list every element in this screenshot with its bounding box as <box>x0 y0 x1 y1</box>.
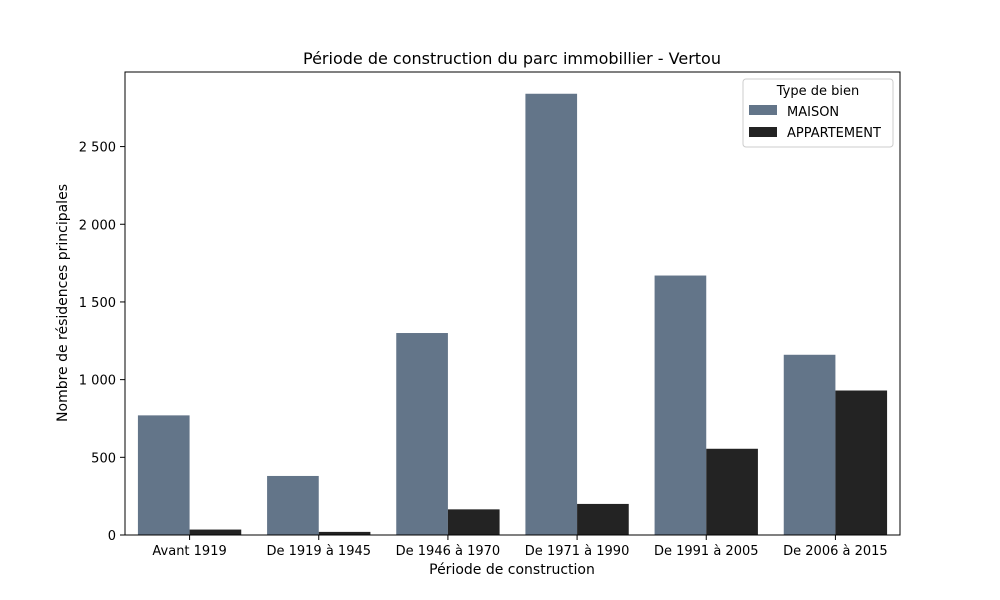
x-tick-label: De 2006 à 2015 <box>783 544 888 559</box>
chart-title: Période de construction du parc immobill… <box>303 49 721 68</box>
x-tick-label: De 1946 à 1970 <box>396 544 501 559</box>
bar-appartement-1 <box>189 529 242 535</box>
x-axis: Avant 1919 De 1919 à 1945 De 1946 à 1970 De… <box>152 535 888 559</box>
bar-maison-6 <box>783 354 836 535</box>
bar-maison-5 <box>654 275 707 535</box>
y-tick-label: 500 <box>91 451 116 466</box>
y-axis-label: Nombre de résidences principales <box>55 184 71 422</box>
y-tick-label: 0 <box>108 529 116 544</box>
bar-appartement-2 <box>318 531 371 535</box>
legend-frame <box>742 78 894 148</box>
legend-label-maison: MAISON <box>787 105 839 120</box>
x-tick-label: De 1971 à 1990 <box>525 544 630 559</box>
bar-appartement-6 <box>835 390 888 535</box>
y-tick-label: 1 000 <box>79 374 116 389</box>
x-tick-label: De 1919 à 1945 <box>266 544 371 559</box>
y-axis: 0 500 1 000 1 500 2 000 2 500 <box>79 141 125 544</box>
bar-maison-4 <box>525 93 578 535</box>
legend-title: Type de bien <box>776 84 859 99</box>
x-tick-label: Avant 1919 <box>152 544 226 559</box>
bar-maison-2 <box>267 475 319 535</box>
bar-appartement-4 <box>577 503 629 535</box>
legend-swatch-maison <box>749 105 777 115</box>
bar-maison-1 <box>137 415 190 535</box>
bar-appartement-3 <box>447 509 500 535</box>
y-tick-label: 1 500 <box>79 296 116 311</box>
legend: Type de bien MAISON APPARTEMENT <box>742 78 894 148</box>
bar-maison-3 <box>396 333 448 535</box>
x-tick-label: De 1991 à 2005 <box>654 544 759 559</box>
y-tick-label: 2 500 <box>79 141 116 156</box>
bars-group <box>137 93 888 535</box>
legend-label-appartement: APPARTEMENT <box>787 126 881 141</box>
x-axis-label: Période de construction <box>429 562 595 578</box>
bar-appartement-5 <box>706 448 758 535</box>
y-tick-label: 2 000 <box>79 218 116 233</box>
plot-area-frame <box>124 71 901 536</box>
legend-swatch-appartement <box>749 127 777 137</box>
